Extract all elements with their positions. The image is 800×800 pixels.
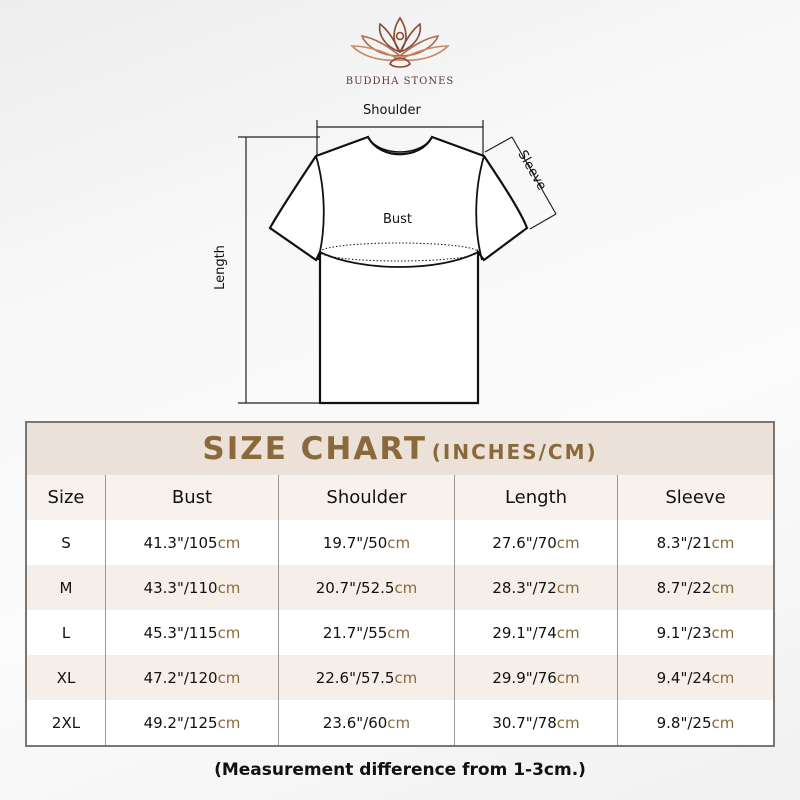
sleeve-measure-line	[511, 136, 557, 215]
size-chart-title: SIZE CHART (INCHES/CM)	[26, 422, 774, 475]
measurement-value: 22.6"/57.5	[315, 668, 395, 687]
measurement-note: (Measurement difference from 1-3cm.)	[214, 760, 586, 780]
brand-logo: BUDDHA STONES	[340, 12, 460, 87]
measurement-cell: 41.3"/105cm	[105, 520, 279, 565]
measurement-unit: cm	[387, 623, 411, 642]
measurement-cell: 21.7"/55cm	[278, 610, 455, 655]
table-row: S 41.3"/105cm 19.7"/50cm 27.6"/70cm 8.3"/21c…	[26, 520, 774, 565]
table-row: L 45.3"/115cm 21.7"/55cm 29.1"/74cm 9.1"/23c…	[26, 610, 774, 655]
measurement-value: 9.4"/24	[656, 668, 712, 687]
measurement-value: 41.3"/105	[143, 533, 218, 552]
table-row: M 43.3"/110cm 20.7"/52.5cm 28.3"/72cm 8.7"/2…	[26, 565, 774, 610]
size-cell: 2XL	[26, 700, 106, 746]
measurement-cell: 29.1"/74cm	[454, 610, 618, 655]
measurement-cell: 19.7"/50cm	[278, 520, 455, 565]
measurement-cell: 30.7"/78cm	[454, 700, 618, 746]
measurement-value: 47.2"/120	[143, 668, 218, 687]
measurement-value: 9.8"/25	[656, 713, 712, 732]
measurement-cell: 9.4"/24cm	[617, 655, 774, 700]
measurement-unit: cm	[394, 578, 418, 597]
measurement-value: 19.7"/50	[322, 533, 388, 552]
measurement-cell: 27.6"/70cm	[454, 520, 618, 565]
measurement-value: 20.7"/52.5	[315, 578, 395, 597]
measurement-value: 8.3"/21	[656, 533, 712, 552]
measurement-cell: 28.3"/72cm	[454, 565, 618, 610]
measurement-cell: 22.6"/57.5cm	[278, 655, 455, 700]
measurement-cell: 23.6"/60cm	[278, 700, 455, 746]
measurement-value: 30.7"/78	[492, 713, 557, 732]
measurement-value: 29.1"/74	[492, 623, 557, 642]
measurement-value: 9.1"/23	[656, 623, 712, 642]
measurement-unit: cm	[394, 668, 418, 687]
header-sleeve: Sleeve	[617, 475, 774, 520]
measurement-value: 45.3"/115	[143, 623, 218, 642]
measurement-unit: cm	[711, 533, 735, 552]
measurement-value: 28.3"/72	[492, 578, 557, 597]
measurement-value: 23.6"/60	[322, 713, 388, 732]
measurement-cell: 47.2"/120cm	[105, 655, 279, 700]
measurement-unit: cm	[711, 578, 735, 597]
measurement-unit: cm	[711, 713, 735, 732]
tshirt-outline	[268, 135, 529, 405]
measurement-unit: cm	[711, 668, 735, 687]
measurement-value: 29.9"/76	[492, 668, 557, 687]
measurement-value: 21.7"/55	[322, 623, 388, 642]
measurement-unit: cm	[217, 668, 241, 687]
measurement-cell: 8.3"/21cm	[617, 520, 774, 565]
measurement-unit: cm	[387, 713, 411, 732]
measurement-value: 43.3"/110	[143, 578, 218, 597]
measurement-cell: 9.8"/25cm	[617, 700, 774, 746]
measurement-cell: 43.3"/110cm	[105, 565, 279, 610]
size-cell: S	[26, 520, 106, 565]
measurement-value: 27.6"/70	[492, 533, 557, 552]
measurement-cell: 8.7"/22cm	[617, 565, 774, 610]
measurement-unit: cm	[217, 623, 241, 642]
size-cell: XL	[26, 655, 106, 700]
header-row: Size Bust Shoulder Length Sleeve	[26, 475, 774, 520]
measurement-unit: cm	[556, 623, 580, 642]
measurement-unit: cm	[387, 533, 411, 552]
measurement-cell: 29.9"/76cm	[454, 655, 618, 700]
measurement-unit: cm	[556, 578, 580, 597]
length-label: Length	[212, 245, 228, 290]
header-shoulder: Shoulder	[278, 475, 455, 520]
lotus-meditation-icon	[350, 16, 450, 68]
measurement-unit: cm	[217, 533, 241, 552]
measurement-unit: cm	[217, 713, 241, 732]
size-chart-table: SIZE CHART (INCHES/CM) Size Bust Shoulde…	[25, 421, 775, 747]
size-cell: L	[26, 610, 106, 655]
shoulder-label: Shoulder	[363, 103, 421, 118]
table-row: XL 47.2"/120cm 22.6"/57.5cm 29.9"/76cm 9.4"/…	[26, 655, 774, 700]
measurement-unit: cm	[217, 578, 241, 597]
measurement-unit: cm	[711, 623, 735, 642]
header-size: Size	[26, 475, 106, 520]
table-row: 2XL 49.2"/125cm 23.6"/60cm 30.7"/78cm 9.8"/2…	[26, 700, 774, 746]
measurement-value: 8.7"/22	[656, 578, 712, 597]
measurement-unit: cm	[556, 668, 580, 687]
measurement-cell: 45.3"/115cm	[105, 610, 279, 655]
measurement-value: 49.2"/125	[143, 713, 218, 732]
measurement-cell: 9.1"/23cm	[617, 610, 774, 655]
tshirt-diagram	[238, 120, 557, 405]
header-length: Length	[454, 475, 618, 520]
size-cell: M	[26, 565, 106, 610]
measurement-cell: 20.7"/52.5cm	[278, 565, 455, 610]
measurement-cell: 49.2"/125cm	[105, 700, 279, 746]
measurement-unit: cm	[556, 533, 580, 552]
header-bust: Bust	[105, 475, 279, 520]
measurement-unit: cm	[556, 713, 580, 732]
brand-name: BUDDHA STONES	[345, 76, 455, 87]
bust-label: Bust	[383, 212, 413, 227]
